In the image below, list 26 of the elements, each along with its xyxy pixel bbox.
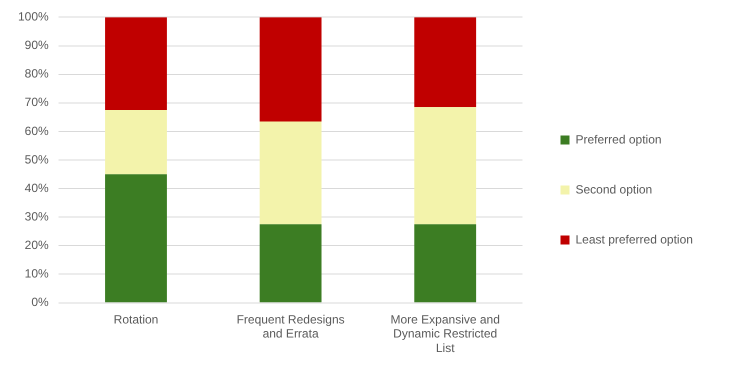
bar bbox=[414, 17, 476, 108]
bar bbox=[105, 110, 167, 174]
y-tick-label: 100% bbox=[18, 10, 50, 24]
x-tick-label: Rotation bbox=[114, 312, 158, 326]
bar bbox=[260, 121, 322, 224]
legend-label: Preferred option bbox=[576, 132, 662, 146]
bar bbox=[105, 174, 167, 302]
legend-label: Second option bbox=[576, 182, 652, 196]
bar bbox=[260, 17, 322, 122]
y-tick-label: 50% bbox=[24, 152, 50, 166]
legend-label: Least preferred option bbox=[576, 232, 693, 246]
y-tick-label: 60% bbox=[24, 124, 50, 138]
bar bbox=[414, 107, 476, 224]
y-tick-label: 80% bbox=[24, 66, 50, 81]
y-tick-label: 10% bbox=[24, 266, 50, 281]
y-tick-label: 70% bbox=[24, 95, 50, 110]
bar bbox=[260, 224, 322, 302]
x-tick-label: Frequent Redesigns and Errata bbox=[236, 312, 345, 341]
y-tick-label: 90% bbox=[24, 38, 50, 52]
y-tick-label: 0% bbox=[31, 295, 50, 310]
y-tick-label: 20% bbox=[24, 238, 50, 252]
bar bbox=[105, 17, 167, 110]
bar bbox=[414, 224, 476, 302]
y-tick-label: 30% bbox=[24, 209, 50, 224]
y-tick-label: 40% bbox=[24, 180, 50, 195]
x-tick-label: More Expansive and Dynamic Restricted List bbox=[390, 312, 500, 356]
